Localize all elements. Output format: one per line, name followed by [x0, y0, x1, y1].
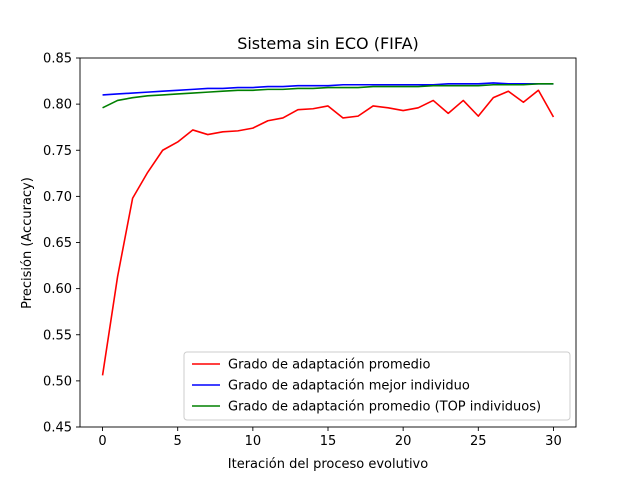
series-line-3	[102, 83, 554, 109]
y-tick-label: 0.60	[43, 282, 72, 297]
x-tick-label: 10	[245, 434, 262, 449]
legend-label-1: Grado de adaptación promedio	[228, 358, 430, 373]
y-tick-label: 0.50	[43, 374, 72, 389]
y-tick-label: 0.85	[43, 52, 72, 67]
y-tick-label: 0.70	[43, 190, 72, 205]
y-tick-label: 0.55	[43, 328, 72, 343]
legend-label-3: Grado de adaptación promedio (TOP indivi…	[228, 400, 541, 415]
legend: Grado de adaptación promedio Grado de ada…	[183, 351, 571, 421]
x-tick-label: 15	[320, 434, 337, 449]
x-tick-label: 5	[174, 434, 182, 449]
plot-area: 0 5 10 15 20 25 30 0.45 0.50 0.55 0.60 0.65 0.70 0.75…	[43, 52, 577, 449]
x-tick-label: 0	[98, 434, 106, 449]
x-tick-label: 25	[470, 434, 487, 449]
series-line-2	[102, 82, 554, 96]
legend-box	[183, 351, 571, 421]
y-tick-label: 0.75	[43, 144, 72, 159]
x-tick-label: 30	[545, 434, 562, 449]
y-tick-label: 0.80	[43, 98, 72, 113]
y-tick-label: 0.45	[43, 421, 72, 436]
y-tick-label: 0.65	[43, 236, 72, 251]
legend-label-2: Grado de adaptación mejor individuo	[228, 379, 470, 394]
x-tick-label: 20	[395, 434, 412, 449]
chart-title: Sistema sin ECO (FIFA)	[237, 34, 419, 53]
x-axis-label: Iteración del proceso evolutivo	[228, 457, 428, 472]
y-axis-label: Precisión (Accuracy)	[20, 177, 35, 309]
series-line-1	[101, 89, 555, 376]
